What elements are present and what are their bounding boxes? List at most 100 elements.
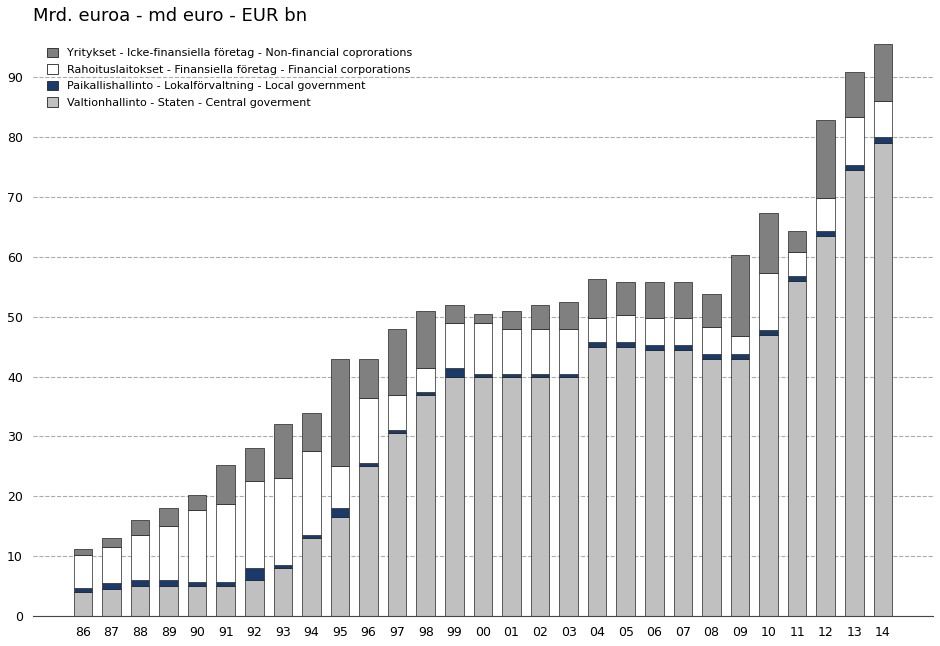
Bar [788, 280, 807, 616]
Bar [388, 433, 406, 616]
Bar [216, 587, 235, 616]
Bar [531, 329, 549, 373]
Bar [388, 329, 406, 395]
Bar [531, 373, 549, 377]
Bar [617, 282, 635, 315]
Bar [674, 318, 692, 345]
Bar [702, 294, 721, 327]
Bar [416, 395, 435, 616]
Bar [474, 322, 493, 373]
Bar [188, 510, 207, 581]
Bar [302, 413, 321, 452]
Bar [245, 580, 263, 616]
Bar [760, 273, 777, 329]
Bar [474, 313, 493, 322]
Bar [216, 504, 235, 581]
Bar [188, 581, 207, 587]
Bar [359, 466, 378, 616]
Text: Mrd. euroa - md euro - EUR bn: Mrd. euroa - md euro - EUR bn [33, 7, 306, 25]
Bar [216, 581, 235, 587]
Bar [188, 495, 207, 510]
Bar [388, 395, 406, 430]
Bar [617, 342, 635, 346]
Legend: Yritykset - Icke-finansiella företag - Non-financial coprorations, Rahoituslaito: Yritykset - Icke-finansiella företag - N… [42, 43, 416, 112]
Bar [817, 236, 835, 616]
Bar [531, 305, 549, 329]
Bar [416, 311, 435, 368]
Bar [788, 252, 807, 276]
Bar [674, 282, 692, 318]
Bar [617, 315, 635, 342]
Bar [331, 359, 350, 466]
Bar [502, 373, 521, 377]
Bar [274, 424, 292, 479]
Bar [102, 538, 120, 547]
Bar [845, 170, 864, 616]
Bar [131, 536, 149, 580]
Bar [588, 279, 606, 318]
Bar [445, 368, 463, 377]
Bar [302, 536, 321, 538]
Bar [274, 568, 292, 616]
Bar [159, 508, 178, 526]
Bar [760, 335, 777, 616]
Bar [730, 255, 749, 336]
Bar [274, 565, 292, 568]
Bar [331, 508, 350, 517]
Bar [559, 302, 578, 329]
Bar [245, 568, 263, 580]
Bar [645, 318, 664, 345]
Bar [559, 329, 578, 373]
Bar [817, 198, 835, 231]
Bar [131, 587, 149, 616]
Bar [873, 44, 892, 101]
Bar [730, 359, 749, 616]
Bar [730, 354, 749, 359]
Bar [788, 231, 807, 252]
Bar [674, 349, 692, 616]
Bar [702, 327, 721, 354]
Bar [531, 377, 549, 616]
Bar [617, 346, 635, 616]
Bar [702, 354, 721, 359]
Bar [302, 538, 321, 616]
Bar [845, 117, 864, 165]
Bar [445, 322, 463, 368]
Bar [645, 349, 664, 616]
Bar [359, 463, 378, 466]
Bar [645, 345, 664, 349]
Bar [760, 329, 777, 335]
Bar [102, 583, 120, 589]
Bar [102, 547, 120, 583]
Bar [131, 580, 149, 587]
Bar [817, 231, 835, 236]
Bar [730, 336, 749, 354]
Bar [445, 377, 463, 616]
Bar [416, 368, 435, 391]
Bar [588, 318, 606, 342]
Bar [388, 430, 406, 433]
Bar [359, 397, 378, 463]
Bar [331, 517, 350, 616]
Bar [845, 165, 864, 170]
Bar [274, 479, 292, 565]
Bar [502, 377, 521, 616]
Bar [645, 282, 664, 318]
Bar [588, 346, 606, 616]
Bar [674, 345, 692, 349]
Bar [131, 521, 149, 536]
Bar [702, 359, 721, 616]
Bar [102, 589, 120, 616]
Bar [416, 391, 435, 395]
Bar [845, 72, 864, 117]
Bar [445, 305, 463, 322]
Bar [159, 580, 178, 587]
Bar [216, 464, 235, 504]
Bar [245, 481, 263, 568]
Bar [760, 213, 777, 273]
Bar [474, 373, 493, 377]
Bar [788, 276, 807, 280]
Bar [73, 588, 92, 592]
Bar [188, 587, 207, 616]
Bar [817, 120, 835, 198]
